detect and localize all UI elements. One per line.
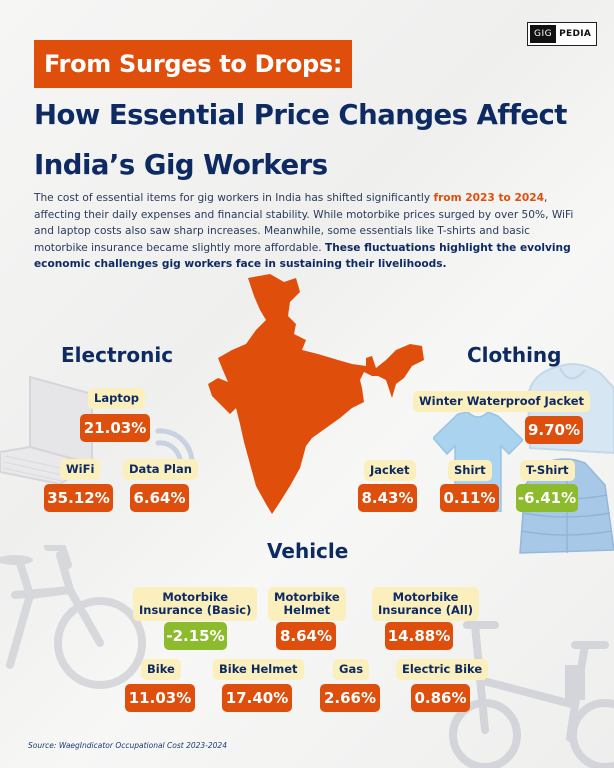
value-t-shirt: -6.41%: [516, 484, 578, 512]
label-wifi: WiFi: [60, 459, 101, 480]
label-data-plan: Data Plan: [123, 459, 198, 480]
value-motorbike-helmet: 8.64%: [276, 622, 336, 650]
intro-paragraph: The cost of essential items for gig work…: [34, 190, 579, 273]
label-line-1: Motorbike: [392, 590, 459, 604]
label-line-2: Helmet: [283, 603, 331, 617]
intro-strong: These fluctuations highlight the evolvin…: [34, 241, 571, 271]
label-electric-bike: Electric Bike: [396, 659, 489, 680]
title-line-1: How Essential Price Changes Affect: [34, 99, 567, 131]
value-bike: 11.03%: [125, 684, 195, 712]
source-note: Source: WaegIndicator Occupational Cost …: [28, 741, 227, 750]
label-gas: Gas: [333, 659, 370, 680]
section-title-vehicle: Vehicle: [267, 539, 349, 563]
value-jacket: 8.43%: [358, 484, 417, 512]
page-title: How Essential Price Changes Affect India…: [34, 90, 604, 190]
title-highlight: From Surges to Drops:: [34, 40, 353, 88]
value-gas: 2.66%: [320, 684, 380, 712]
value-electric-bike: 0.86%: [411, 684, 470, 712]
gigpedia-logo: GIG PEDIA: [527, 22, 597, 46]
label-motorbike-insurance-all: Motorbike Insurance (All): [372, 587, 480, 621]
india-map: [208, 274, 424, 514]
label-line-1: Motorbike: [274, 590, 340, 604]
logo-pedia: PEDIA: [559, 29, 592, 39]
intro-highlight: from 2023 to 2024: [433, 192, 544, 204]
label-laptop: Laptop: [88, 388, 145, 409]
value-wifi: 35.12%: [44, 484, 113, 512]
electric-bike-illustration: [449, 621, 614, 768]
label-t-shirt: T-Shirt: [520, 460, 575, 481]
label-motorbike-insurance-basic: Motorbike Insurance (Basic): [133, 587, 258, 621]
logo-gig: GIG: [530, 25, 557, 43]
label-line-1: Motorbike: [162, 590, 229, 604]
value-shirt: 0.11%: [440, 484, 499, 512]
intro-text-2: , affecting their daily expenses and fin…: [34, 192, 574, 254]
label-line-2: Insurance (All): [378, 603, 474, 617]
value-winter-waterproof-jacket: 9.70%: [525, 416, 583, 444]
label-winter-waterproof-jacket: Winter Waterproof Jacket: [413, 391, 590, 412]
label-motorbike-helmet: Motorbike Helmet: [268, 587, 346, 621]
value-laptop: 21.03%: [80, 414, 150, 442]
intro-text-1: The cost of essential items for gig work…: [34, 192, 434, 204]
value-motorbike-insurance-all: 14.88%: [385, 622, 453, 650]
value-data-plan: 6.64%: [130, 484, 189, 512]
label-jacket: Jacket: [364, 460, 416, 481]
section-title-clothing: Clothing: [467, 343, 562, 367]
section-title-electronic: Electronic: [61, 343, 174, 367]
label-shirt: Shirt: [448, 460, 492, 481]
label-bike: Bike: [141, 659, 181, 680]
value-bike-helmet: 17.40%: [222, 684, 292, 712]
value-motorbike-insurance-basic: -2.15%: [164, 622, 227, 650]
title-line-2: India’s Gig Workers: [34, 149, 328, 181]
label-bike-helmet: Bike Helmet: [213, 659, 304, 680]
label-line-2: Insurance (Basic): [139, 603, 252, 617]
bicycle-illustration: [0, 545, 146, 689]
